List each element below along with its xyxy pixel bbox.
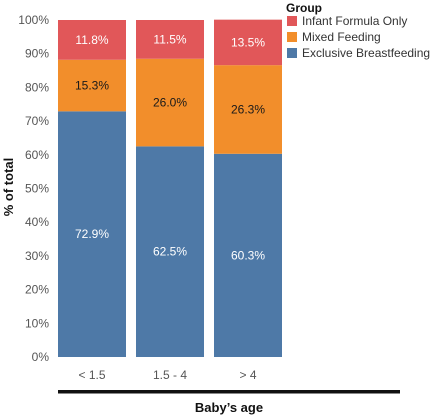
bar-segment xyxy=(214,19,282,66)
data-label: 13.5% xyxy=(231,35,265,49)
y-tick-label: 70% xyxy=(25,114,49,128)
x-tick-label: < 1.5 xyxy=(78,368,105,382)
data-label: 11.5% xyxy=(153,32,186,46)
y-tick-label: 80% xyxy=(25,80,49,94)
bar-segment xyxy=(214,65,282,154)
y-tick-label: 30% xyxy=(25,249,49,263)
bar-segment xyxy=(136,20,204,59)
y-tick-label: 90% xyxy=(25,47,49,61)
y-tick-label: 50% xyxy=(25,182,49,196)
x-axis-title: Baby’s age xyxy=(195,400,263,415)
data-label: 26.3% xyxy=(231,102,265,116)
legend-entry-label: Exclusive Breastfeeding xyxy=(302,46,430,60)
x-axis-line xyxy=(58,390,400,394)
data-label: 15.3% xyxy=(75,79,109,93)
legend-swatch xyxy=(287,16,297,26)
y-tick-label: 60% xyxy=(25,148,49,162)
bar-segment xyxy=(214,153,282,357)
legend-swatch xyxy=(287,48,297,58)
bars-area: 72.9% 15.3% 11.8% 62.5% 26.0% 11.5% 60.3% 26.3%… xyxy=(58,19,282,358)
bar-segment xyxy=(58,59,126,112)
y-axis-title: % of total xyxy=(1,158,16,217)
legend-title: Group xyxy=(286,1,322,15)
bar-segment xyxy=(58,20,126,60)
data-label: 60.3% xyxy=(231,248,265,262)
legend-swatch xyxy=(287,32,297,42)
bar-segment xyxy=(136,58,204,147)
data-label: 62.5% xyxy=(153,245,187,259)
bar-segment xyxy=(58,111,126,358)
y-tick-label: 100% xyxy=(18,13,49,27)
x-axis-ticks: < 1.5 1.5 - 4 > 4 xyxy=(78,368,256,382)
x-tick-label: > 4 xyxy=(239,368,256,382)
legend: Group Infant Formula Only Mixed Feeding Ex… xyxy=(286,1,430,60)
y-axis-ticks: 0% 10% 20% 30% 40% 50% 60% 70% 80% 90% 100% xyxy=(18,13,49,364)
y-tick-label: 0% xyxy=(32,350,50,364)
x-tick-label: 1.5 - 4 xyxy=(153,368,187,382)
bar-segment xyxy=(136,146,204,357)
data-label: 72.9% xyxy=(75,227,109,241)
data-label: 11.8% xyxy=(75,33,108,47)
legend-entry-label: Infant Formula Only xyxy=(302,14,407,28)
data-label: 26.0% xyxy=(153,96,187,110)
y-tick-label: 20% xyxy=(25,283,49,297)
legend-entry-label: Mixed Feeding xyxy=(302,30,381,44)
y-tick-label: 10% xyxy=(25,316,49,330)
y-tick-label: 40% xyxy=(25,215,49,229)
